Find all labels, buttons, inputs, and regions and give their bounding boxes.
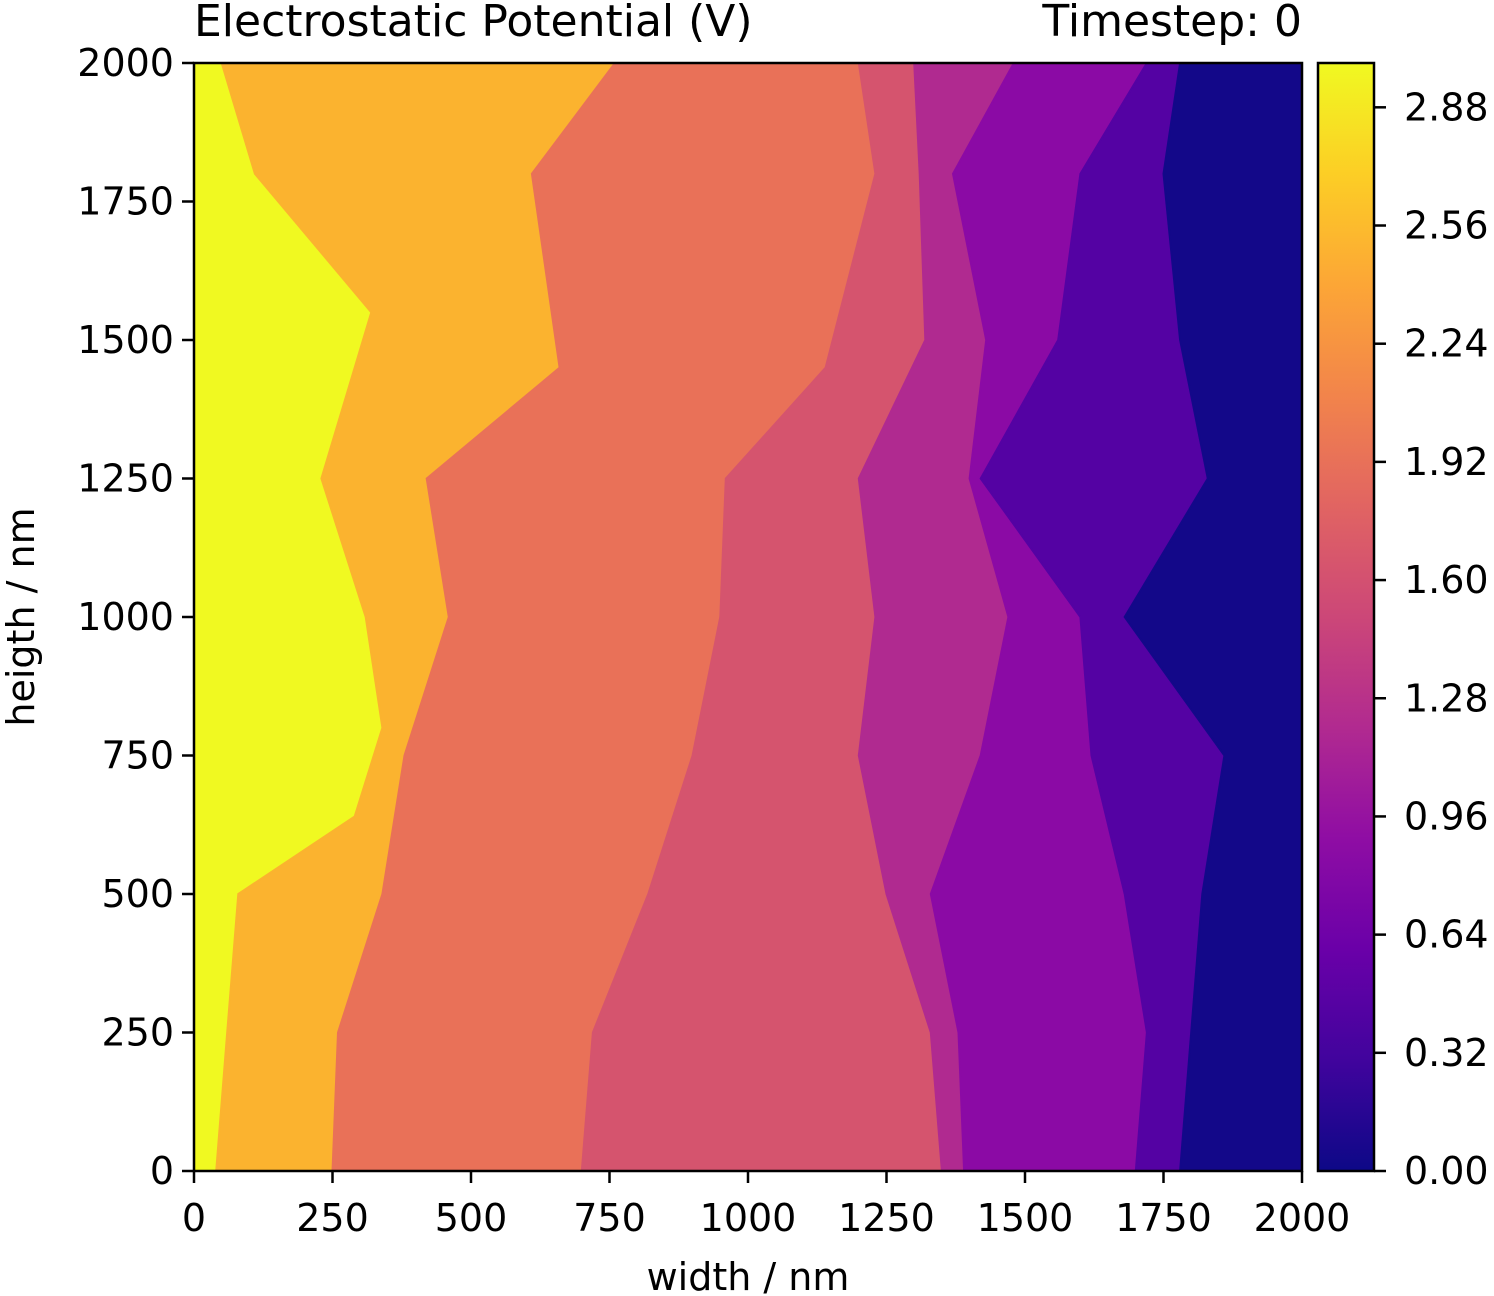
- y-axis-label: heigth / nm: [0, 507, 43, 726]
- chart-subtitle: Timestep: 0: [1041, 0, 1302, 47]
- y-tick-label: 500: [101, 872, 174, 916]
- y-tick-label: 1000: [77, 595, 174, 639]
- colorbar-tick-label: 2.24: [1404, 322, 1489, 366]
- chart-title: Electrostatic Potential (V): [194, 0, 753, 47]
- colorbar-tick-label: 1.28: [1404, 676, 1489, 720]
- x-tick-label: 250: [296, 1196, 369, 1240]
- y-tick-label: 1750: [77, 180, 174, 224]
- y-tick-label: 250: [101, 1011, 174, 1055]
- potential-region-7: [1123, 63, 1302, 1171]
- heatmap-area: [194, 63, 1302, 1171]
- colorbar-tick-label: 1.60: [1404, 558, 1489, 602]
- y-tick-label: 1250: [77, 457, 174, 501]
- colorbar-tick-label: 0.96: [1404, 794, 1489, 838]
- x-tick-label: 1750: [1115, 1196, 1212, 1240]
- y-tick-label: 1500: [77, 318, 174, 362]
- x-tick-label: 1500: [977, 1196, 1074, 1240]
- colorbar-tick-label: 2.56: [1404, 204, 1489, 248]
- y-tick-label: 750: [101, 734, 174, 778]
- y-axis: 0 250 500 750 1000 1250 1500 1750 2000: [77, 41, 194, 1193]
- x-axis: 0 250 500 750 1000 1250 1500 1750 2000: [182, 1171, 1350, 1240]
- y-tick-label: 0: [150, 1149, 174, 1193]
- colorbar-tick-label: 0.32: [1404, 1031, 1489, 1075]
- colorbar-tick-label: 2.88: [1404, 85, 1489, 129]
- x-tick-label: 1000: [700, 1196, 797, 1240]
- y-tick-label: 2000: [77, 41, 174, 85]
- x-tick-label: 0: [182, 1196, 206, 1240]
- colorbar-ticks: 0.00 0.32 0.64 0.96 1.28 1.60 1.92 2.24 2.56 2.88: [1374, 85, 1489, 1193]
- colorbar-tick-label: 0.64: [1404, 913, 1489, 957]
- colorbar-tick-label: 0.00: [1404, 1149, 1489, 1193]
- x-tick-label: 2000: [1254, 1196, 1351, 1240]
- colorbar-tick-label: 1.92: [1404, 440, 1489, 484]
- x-tick-label: 1250: [838, 1196, 935, 1240]
- x-axis-label: width / nm: [647, 1255, 850, 1296]
- x-tick-label: 750: [573, 1196, 646, 1240]
- x-tick-label: 500: [435, 1196, 508, 1240]
- colorbar: [1316, 61, 1376, 1173]
